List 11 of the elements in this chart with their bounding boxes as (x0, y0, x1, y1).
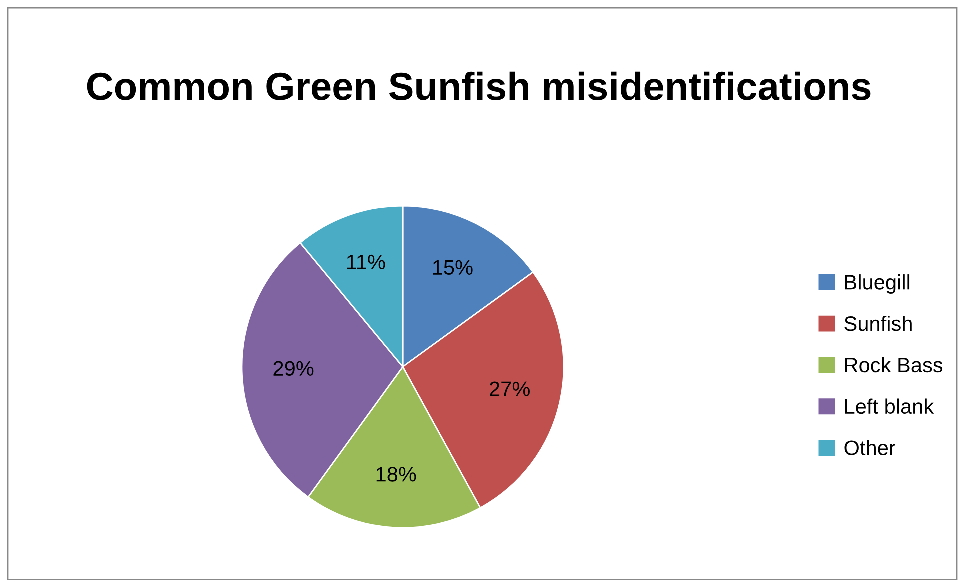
data-label: 27% (490, 382, 530, 396)
chart-title: Common Green Sunfish misidentifications (87, 72, 871, 100)
legend-label: Sunfish (844, 316, 912, 332)
data-label: 15% (433, 260, 473, 276)
data-label: 11% (347, 254, 386, 270)
legend-label: Bluegill (845, 274, 910, 294)
legend-label: Left blank (845, 398, 934, 414)
data-label: 29% (274, 361, 314, 376)
legend-label: Other (844, 440, 896, 456)
legend-label: Rock Bass (845, 357, 943, 373)
data-label: 18% (376, 467, 416, 482)
